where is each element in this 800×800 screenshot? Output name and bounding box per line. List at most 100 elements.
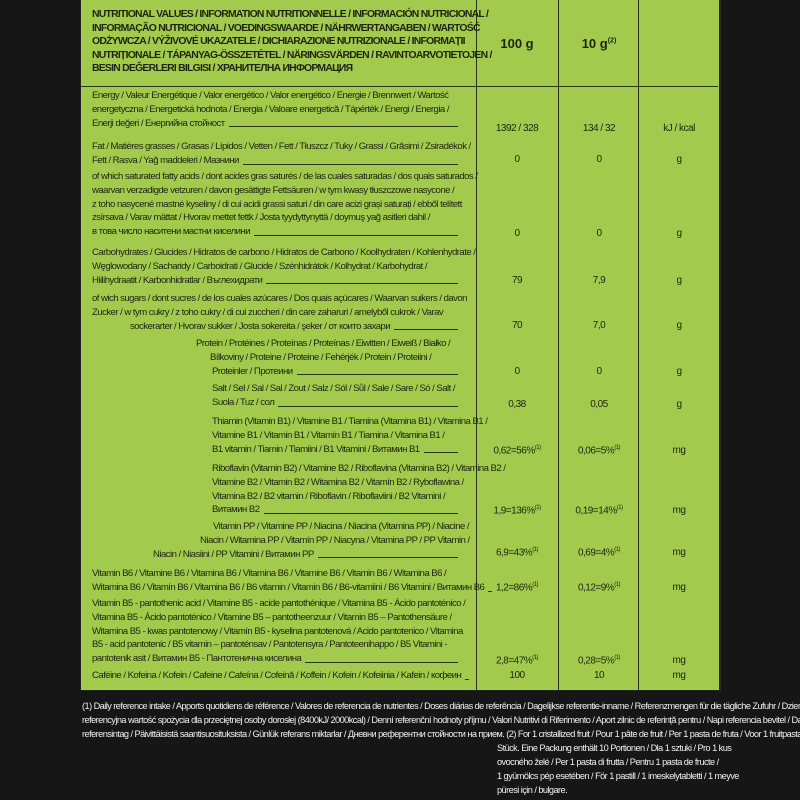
- nutrient-label: Salt / Sel / Sal / Sal / Zout / Salz / S…: [212, 383, 456, 394]
- nutrient-value-v10: 0,19=14%(1): [559, 505, 639, 516]
- footnote-mark: (2): [607, 37, 617, 45]
- nutrient-label: B5 - acid pantotenic / B5 vitamin – pant…: [92, 639, 448, 651]
- nutrient-label-line: Vitamine B1 / Vitamin B1 / Vitamín B1 / …: [92, 429, 458, 443]
- value-text: 0,62=56%: [493, 445, 535, 457]
- title-line: ODŻYWCZA / VÝŽIVOVÉ UKAZATELE / DICHIARA…: [92, 36, 466, 48]
- nutrient-label: waarvan verzadigde vetzuren / davon gesä…: [92, 184, 455, 196]
- nutrient-label-line: Vitamine B2 / Vitamin B2 / Witamina B2 /…: [92, 476, 464, 490]
- footnote-line: püresi için / bulgare.: [497, 785, 568, 795]
- nutrient-label: Węglowodany / Sacharidy / Carboidrati / …: [92, 260, 428, 272]
- nutrient-label: Vitamina B2 / B2 vitamin / Riboflavin / …: [212, 490, 446, 502]
- unit-value: g: [639, 366, 719, 377]
- nutrient-label-line: sockerarter / Hvorav sukker / Josta soke…: [92, 320, 458, 334]
- nutrient-value-v10: 0: [559, 366, 639, 377]
- nutrient-label-line: Vitamin B6 / Vitamine B6 / Vitamina B6 /…: [92, 567, 458, 581]
- nutrient-value-v100: 6,9=43%(1): [477, 547, 557, 558]
- leader-line: [278, 396, 458, 407]
- nutrient-row: Caféine / Kofeina / Kofein / Cafeine / C…: [92, 669, 470, 683]
- column-divider: [476, 0, 477, 690]
- column-header-10g: 10 g(2): [559, 36, 639, 51]
- nutrient-row: Fat / Matières grasses / Grasas / Lípido…: [92, 140, 471, 168]
- nutrient-label-line: of wich sugars / dont sucres / de los cu…: [92, 292, 468, 306]
- nutrient-value-v100: 0,62=56%(1): [477, 445, 557, 456]
- leader-line: [254, 225, 458, 236]
- nutrient-label-line: Vitamin B5 - pantothenic acid / Vitamine…: [92, 597, 466, 611]
- unit-value: g: [639, 275, 719, 286]
- nutrient-label: Vitamine B1 / Vitamin B1 / Vitamín B1 / …: [212, 429, 445, 441]
- nutrient-label: Energy / Valeur Energétique / Valor ener…: [92, 90, 449, 101]
- nutrition-table: [80, 0, 721, 691]
- footnote-mark: (1): [532, 655, 539, 661]
- value-text: g: [676, 366, 682, 377]
- nutrient-label-line: Salt / Sel / Sal / Sal / Zout / Salz / S…: [92, 382, 458, 396]
- nutrient-label-line: Niacin / Niasiini / PP Vitamini / Витами…: [92, 548, 458, 562]
- nutrient-value-v10: 0,28=5%(1): [559, 655, 639, 666]
- nutrient-label-line: Energy / Valeur Energétique / Valor ener…: [92, 89, 458, 103]
- value-text: g: [676, 154, 682, 165]
- nutrient-label: Witamina B5 - kwas pantotenowy / Vitamín…: [92, 625, 463, 637]
- unit-value: mg: [639, 505, 719, 516]
- title-line: INFORMAÇÃO NUTRICIONAL / VOEDINGSWAARDE …: [92, 22, 480, 34]
- nutrient-value-v10: 0,12=9%(1): [559, 582, 639, 593]
- unit-value: g: [639, 320, 719, 331]
- nutrient-row: Salt / Sel / Sal / Sal / Zout / Salz / S…: [92, 382, 458, 410]
- leader-line: [266, 274, 458, 285]
- value-text: 0,28=5%: [577, 655, 615, 667]
- nutrient-label: Proteinler / Протеини: [212, 365, 293, 377]
- title-line: NUTRITIONAL VALUES / INFORMATION NUTRITI…: [92, 9, 489, 20]
- footnote-mark: (1): [532, 582, 539, 588]
- column-divider: [638, 0, 639, 690]
- nutrient-label-line: Enerji değeri / Енергийна стойност: [92, 117, 458, 131]
- footnote-mark: (1): [534, 445, 541, 451]
- footnote-mark: (1): [532, 547, 539, 553]
- nutrient-label-line: Witamina B5 - kwas pantotenowy / Vitamín…: [92, 625, 463, 639]
- value-text: 0: [514, 366, 520, 377]
- leader-line: [465, 669, 470, 680]
- leader-line: [296, 365, 458, 376]
- nutrient-label: Fat / Matières grasses / Grasas / Lípido…: [92, 141, 471, 152]
- nutrient-label-line: Caféine / Kofeina / Kofein / Cafeine / C…: [92, 669, 470, 683]
- unit-value: mg: [639, 445, 719, 456]
- nutrient-label: Vitamin B6 / Vitamine B6 / Vitamina B6 /…: [92, 568, 447, 579]
- nutrient-value-v10: 0: [559, 228, 639, 239]
- nutrient-row: of wich sugars / dont sucres / de los cu…: [92, 292, 468, 334]
- leader-line: [263, 503, 458, 515]
- nutrient-label: Zucker / w tym cukry / z toho cukry / di…: [92, 306, 444, 318]
- nutrient-label: Vitamin B5 - pantothenic acid / Vitamine…: [92, 598, 466, 609]
- nutrient-value-v10: 7,9: [559, 275, 639, 286]
- nutrient-row: Protein / Protéines / Proteínas / Proteí…: [92, 337, 458, 378]
- footnote-line: (1) Daily reference intake / Apports quo…: [82, 701, 800, 711]
- nutrient-label: Thiamin (Vitamin B1) / Vitamine B1 / Tia…: [212, 416, 488, 427]
- nutrient-row: Riboflavin (Vitamin B2) / Vitamine B2 / …: [92, 462, 506, 517]
- nutrient-label: sockerarter / Hvorav sukker / Josta soke…: [130, 320, 391, 332]
- nutrient-label-line: Витамин B2: [92, 503, 458, 517]
- nutrient-label-line: Proteinler / Протеини: [92, 365, 458, 379]
- nutrient-label-line: zsírsava / Varav mättat / Hvorav mettet …: [92, 211, 458, 225]
- nutrient-label: Carbohydrates / Glucides / Hidratos de c…: [92, 247, 476, 258]
- nutrient-label: Suola / Tuz / сол: [212, 396, 275, 408]
- nutrient-value-v100: 70: [477, 320, 557, 331]
- nutrient-label-line: Bílkoviny / Proteine / Proteine / Fehérj…: [92, 351, 458, 365]
- footnote-line: 1 gyümölcs pép esetében / För 1 pastill …: [497, 771, 739, 781]
- nutrient-label: B1 vitamin / Tiamin / Tiamiini / B1 Vita…: [212, 443, 420, 455]
- footnote-line: referensintag / Päivittäisistä saantisuo…: [82, 729, 800, 739]
- nutrient-label: Protein / Protéines / Proteínas / Proteí…: [196, 338, 451, 349]
- value-text: 0,19=14%: [575, 505, 617, 517]
- value-text: mg: [672, 445, 686, 456]
- leader-line: [242, 154, 458, 165]
- nutrient-row: Vitamin B5 - pantothenic acid / Vitamine…: [92, 597, 466, 666]
- footnote-line: ovocného želé / Per 1 pasta di frutta / …: [497, 757, 719, 767]
- nutrient-label-line: Fett / Rasva / Yağ maddeleri / Мазнини: [92, 154, 458, 168]
- nutrient-label-line: Witamina B6 / Vitamín B6 / Vitamina B6 /…: [92, 581, 493, 595]
- nutrient-row: of which saturated fatty acids / dont ac…: [92, 170, 478, 239]
- nutrient-label: в това число наситени мастни киселини: [92, 226, 251, 238]
- value-text: 0,06=5%: [577, 445, 615, 457]
- nutrient-label-line: Węglowodany / Sacharidy / Carboidrati / …: [92, 260, 458, 274]
- nutrient-value-v10: 0: [559, 154, 639, 165]
- nutrient-value-v100: 2,8=47%(1): [477, 655, 557, 666]
- nutrient-label-line: Carbohydrates / Glucides / Hidratos de c…: [92, 246, 476, 260]
- value-text: g: [676, 228, 682, 239]
- nutrient-label-line: Thiamin (Vitamin B1) / Vitamine B1 / Tia…: [92, 415, 488, 429]
- nutrient-value-v100: 100: [477, 670, 557, 681]
- nutrient-value-v100: 1392 / 328: [477, 123, 557, 134]
